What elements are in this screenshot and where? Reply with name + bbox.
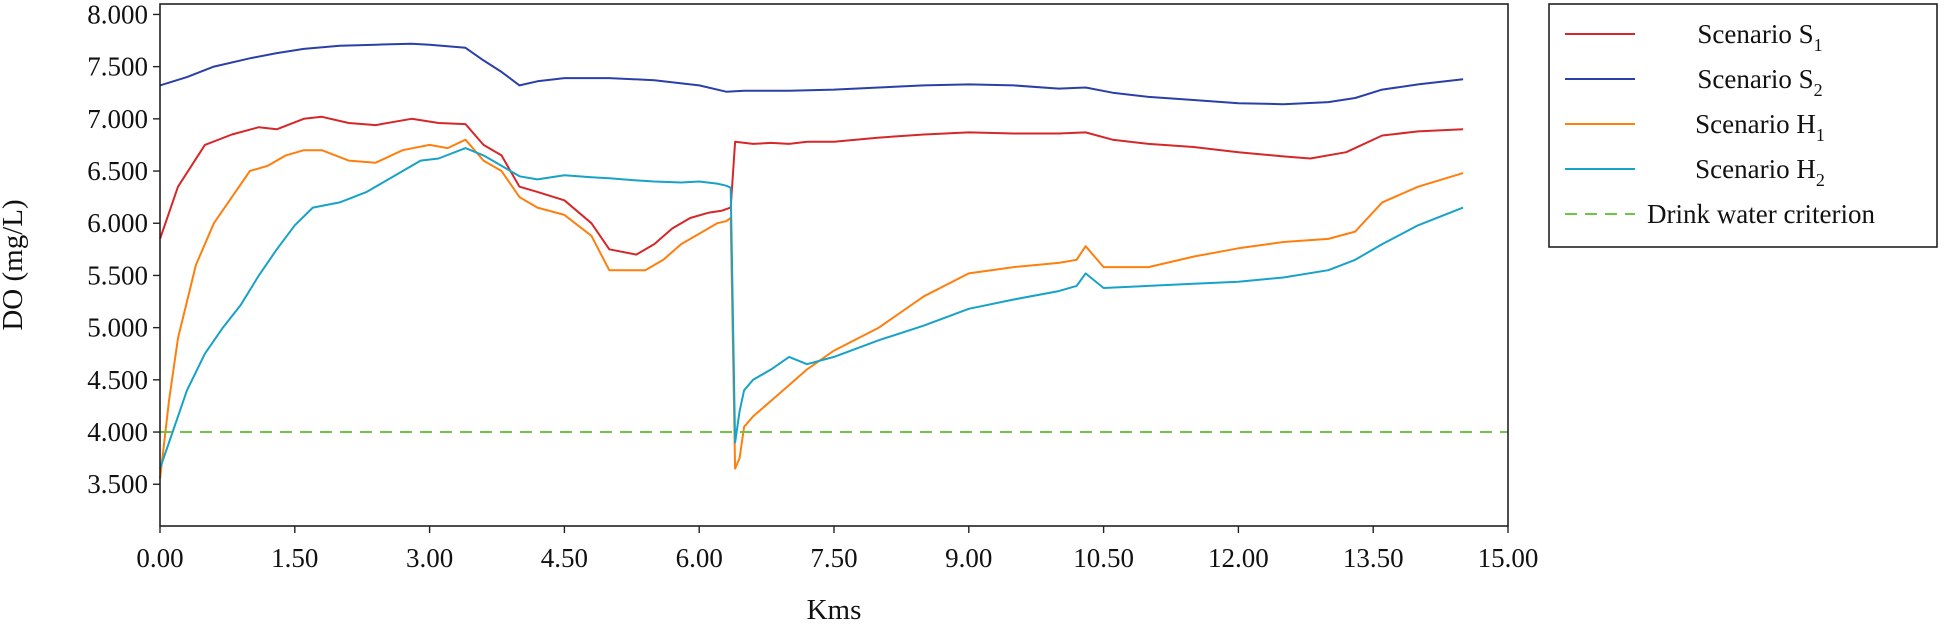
x-axis-title: Kms	[807, 594, 862, 626]
x-tick-label: 0.00	[136, 543, 183, 573]
x-axis: 0.00 1.50 3.00 4.50 6.00 7.50 9.00 10.50 12.00 13…	[136, 526, 1538, 573]
legend-label-text: Drink water criterion	[1647, 199, 1875, 229]
y-tick-label: 5.500	[87, 260, 148, 290]
series-line-1	[159, 115, 1464, 256]
legend-label-subscript: 2	[1814, 80, 1823, 100]
legend-label-text: Scenario S	[1697, 64, 1813, 94]
legend-label-3: Scenario H1	[1695, 109, 1825, 145]
y-tick-label: 6.000	[87, 208, 148, 238]
y-axis: 3.500 4.000 4.500 5.000 5.500 6.000 6.500 7.000…	[87, 0, 160, 499]
x-tick-label: 6.00	[676, 543, 723, 573]
legend-label-5: Drink water criterion	[1647, 199, 1875, 229]
series-layer	[159, 42, 1508, 480]
plot-frame	[159, 3, 1509, 527]
x-tick-label: 1.50	[271, 543, 318, 573]
legend-label-4: Scenario H2	[1695, 154, 1825, 190]
legend-label-2: Scenario S2	[1697, 64, 1822, 100]
y-tick-label: 8.000	[87, 0, 148, 29]
x-tick-label: 15.00	[1478, 543, 1539, 573]
x-tick-label: 9.00	[945, 543, 992, 573]
x-tick-label: 13.50	[1343, 543, 1404, 573]
series-line-2	[159, 42, 1464, 106]
legend-label-subscript: 2	[1816, 170, 1825, 190]
x-tick-label: 3.00	[406, 543, 453, 573]
legend-label-subscript: 1	[1814, 35, 1823, 55]
legend-label-1: Scenario S1	[1697, 19, 1822, 55]
legend-label-text: Scenario H	[1695, 154, 1816, 184]
legend-label-subscript: 1	[1816, 125, 1825, 145]
y-tick-label: 4.500	[87, 365, 148, 395]
x-tick-label: 12.00	[1208, 543, 1269, 573]
series-line-3	[159, 138, 1464, 480]
x-tick-label: 10.50	[1073, 543, 1134, 573]
x-tick-label: 4.50	[541, 543, 588, 573]
legend-frame	[1548, 3, 1938, 248]
series-line-4	[159, 147, 1464, 469]
y-tick-label: 7.000	[87, 104, 148, 134]
y-tick-label: 3.500	[87, 469, 148, 499]
y-tick-label: 4.000	[87, 417, 148, 447]
x-tick-label: 7.50	[810, 543, 857, 573]
y-tick-label: 6.500	[87, 156, 148, 186]
legend-label-text: Scenario H	[1695, 109, 1816, 139]
y-tick-label: 5.000	[87, 313, 148, 343]
legend-label-text: Scenario S	[1697, 19, 1813, 49]
y-axis-title: DO (mg/L)	[0, 199, 29, 330]
y-tick-label: 7.500	[87, 52, 148, 82]
